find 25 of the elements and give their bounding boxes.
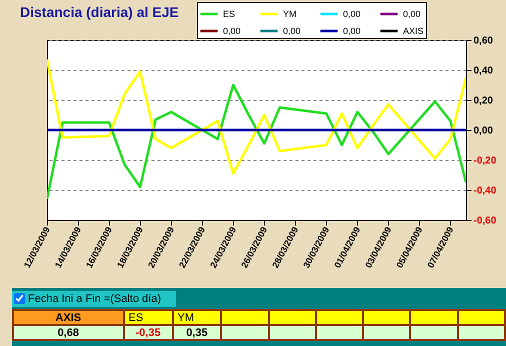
text: -0,35 — [124, 325, 173, 340]
legend-label: 0,00 — [223, 26, 241, 36]
y-tick-label: 0,40 — [474, 66, 494, 76]
line-series — [47, 58, 466, 175]
y-tick-label: -0,20 — [474, 156, 497, 166]
legend-label: 0,00 — [283, 26, 301, 36]
line-series — [47, 84, 466, 200]
legend-label: 0,00 — [403, 9, 421, 19]
y-tick-label: 0,00 — [474, 126, 494, 136]
text: 0,68 — [13, 325, 124, 340]
legend-label: 0,00 — [343, 26, 361, 36]
text: Fecha Ini a Fin =(Salto día) — [12, 291, 176, 307]
legend-label: AXIS — [403, 26, 424, 36]
text: ES — [124, 310, 173, 325]
y-tick-label: -0,40 — [474, 186, 497, 196]
text: AXIS — [13, 310, 124, 325]
legend-label: ES — [223, 9, 236, 19]
text: YM — [172, 310, 222, 325]
y-tick-label: -0,60 — [474, 216, 497, 226]
legend-label: 0,00 — [343, 9, 361, 19]
y-tick-label: 0,60 — [474, 36, 494, 46]
y-tick-label: 0,20 — [474, 96, 494, 106]
chart-title: Distancia (diaria) al EJE — [20, 4, 179, 20]
legend-label: YM — [283, 9, 296, 19]
text: 0,35 — [172, 325, 222, 340]
